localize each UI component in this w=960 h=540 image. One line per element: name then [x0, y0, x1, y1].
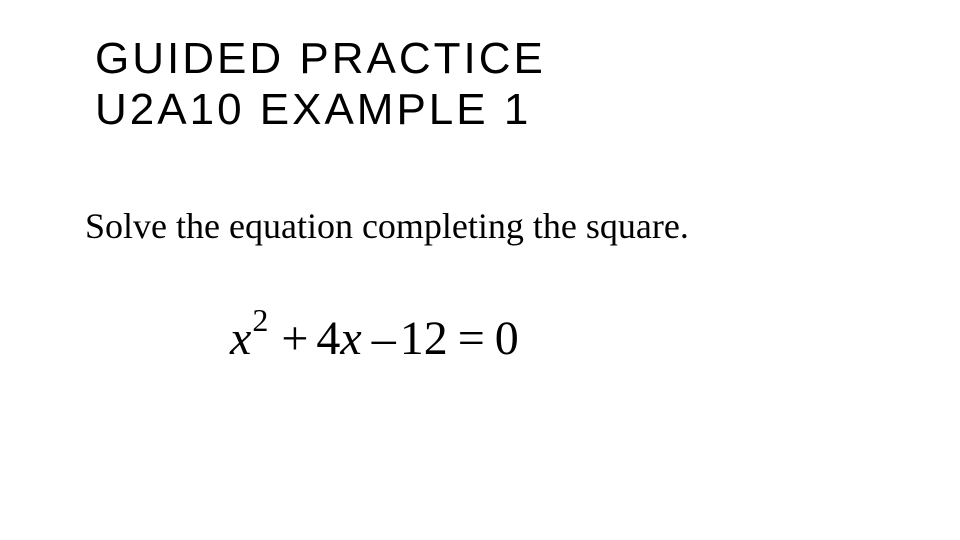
equation-minus: – [372, 311, 396, 366]
heading-line-1: GUIDED PRACTICE [95, 34, 546, 85]
equation-plus: + [281, 311, 308, 366]
equation-coefficient: 4 [316, 312, 340, 365]
equation-equals: = [458, 311, 485, 366]
instruction-text: Solve the equation completing the square… [85, 205, 689, 247]
equation-rhs: 0 [495, 312, 519, 365]
slide-heading: GUIDED PRACTICE U2A10 EXAMPLE 1 [95, 34, 546, 135]
equation-exponent: 2 [252, 302, 268, 338]
equation-variable-x2: x [340, 312, 361, 365]
heading-line-2: U2A10 EXAMPLE 1 [95, 85, 546, 136]
equation: x2+4x–12=0 [230, 308, 519, 366]
equation-constant: 12 [400, 312, 448, 365]
equation-variable-x: x [230, 312, 251, 365]
